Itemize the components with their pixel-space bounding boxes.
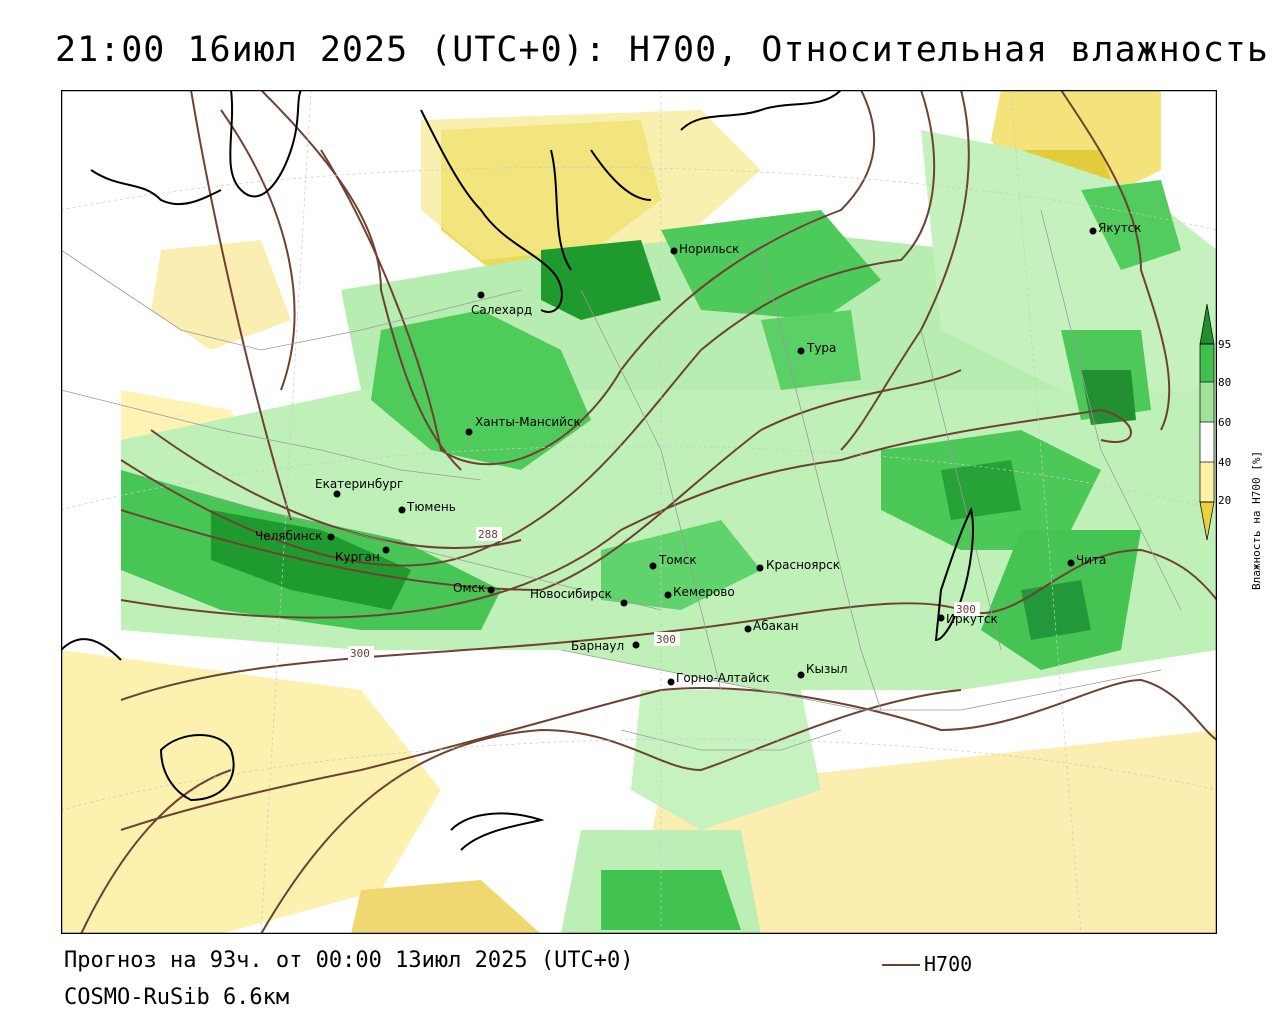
graticule	[61, 90, 1217, 934]
city-dot	[1089, 227, 1097, 235]
city-label: Тура	[806, 341, 836, 355]
city-label: Иркутск	[946, 612, 998, 626]
city-label: Новосибирск	[530, 587, 612, 601]
humidity-field	[61, 90, 1217, 934]
city-dot	[477, 291, 485, 299]
region-borders	[61, 209, 1182, 751]
city-label: Челябинск	[255, 529, 322, 543]
city-label: Кемерово	[673, 585, 735, 599]
city-dot	[1067, 559, 1075, 567]
coastlines	[61, 90, 974, 851]
city-dot	[664, 591, 672, 599]
forecast-map: 288 300 300 300 Салехард Норильск Якутск…	[61, 90, 1217, 934]
colorbar-tick: 20	[1218, 494, 1231, 507]
colorbar-top-triangle	[1200, 304, 1214, 344]
colorbar-segment	[1200, 344, 1214, 382]
city-label: Чита	[1076, 553, 1106, 567]
contour-label: 300	[956, 603, 976, 616]
city-label: Екатеринбург	[315, 477, 403, 491]
city-label: Красноярск	[766, 558, 840, 572]
city-dot	[797, 671, 805, 679]
city-dot	[937, 614, 945, 622]
colorbar-tick: 80	[1218, 376, 1231, 389]
city-dot	[670, 247, 678, 255]
city-markers: Салехард Норильск Якутск Тура Ханты-Манс…	[255, 221, 1142, 686]
city-label: Тюмень	[406, 500, 456, 514]
city-label: Томск	[658, 553, 697, 567]
city-dot	[382, 546, 390, 554]
city-dot	[632, 641, 640, 649]
contour-label: 288	[478, 528, 498, 541]
contour-labels: 288 300 300 300	[348, 527, 980, 660]
contour-label: 300	[350, 647, 370, 660]
colorbar-tick: 40	[1218, 456, 1231, 469]
city-label: Горно-Алтайск	[676, 671, 770, 685]
city-label: Кызыл	[806, 662, 848, 676]
colorbar-segment	[1200, 382, 1214, 422]
h700-legend-label: H700	[924, 952, 973, 976]
city-dot	[620, 599, 628, 607]
city-dot	[333, 490, 341, 498]
model-info: COSMO-RuSib 6.6км	[64, 985, 290, 1010]
city-label: Якутск	[1098, 221, 1142, 235]
city-label: Салехард	[471, 303, 532, 317]
city-label: Барнаул	[571, 639, 624, 653]
colorbar-segment	[1200, 422, 1214, 462]
city-dot	[327, 533, 335, 541]
city-dot	[398, 506, 406, 514]
h700-legend-line	[882, 964, 920, 966]
city-dot	[465, 428, 473, 436]
city-label: Омск	[453, 581, 485, 595]
city-dot	[744, 625, 752, 633]
city-dot	[667, 678, 675, 686]
city-dot	[797, 347, 805, 355]
forecast-info: Прогноз на 93ч. от 00:00 13июл 2025 (UTC…	[64, 948, 634, 973]
colorbar-bottom-triangle	[1200, 502, 1214, 540]
map-title: 21:00 16июл 2025 (UTC+0): H700, Относите…	[55, 30, 1269, 70]
city-dot	[487, 586, 495, 594]
city-dot	[649, 562, 657, 570]
colorbar-tick: 60	[1218, 416, 1231, 429]
city-dot	[756, 564, 764, 572]
contour-label: 300	[656, 633, 676, 646]
humidity-colorbar: 95 80 60 40 20 Влажность на H700 [%]	[1199, 303, 1263, 590]
colorbar-label: Влажность на H700 [%]	[1250, 451, 1263, 590]
city-label: Ханты-Мансийск	[475, 415, 581, 429]
colorbar-segment	[1200, 462, 1214, 502]
city-label: Абакан	[753, 619, 798, 633]
city-label: Норильск	[679, 242, 739, 256]
colorbar-tick: 95	[1218, 338, 1231, 351]
city-label: Курган	[335, 550, 380, 564]
